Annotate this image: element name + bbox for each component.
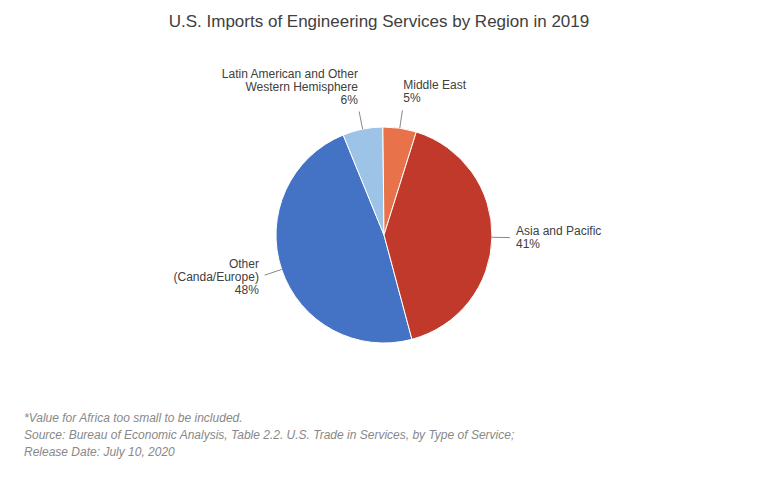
svg-text:Asia and Pacific41%: Asia and Pacific41%	[516, 224, 601, 251]
html-text:Release Date: July 10, 2020: Release Date: July 10, 2020	[24, 445, 175, 459]
svg-text:Middle East5%: Middle East5%	[403, 78, 466, 105]
svg-text:Latin American and OtherWester: Latin American and OtherWestern Hemisphe…	[222, 67, 358, 107]
html-text:*Value for Africa too small to: *Value for Africa too small to be includ…	[24, 411, 243, 425]
html-text:Source: Bureau of Economic Ana: Source: Bureau of Economic Analysis, Tab…	[24, 428, 515, 442]
svg-text:Other(Canda/Europe)48%: Other(Canda/Europe)48%	[174, 257, 260, 297]
html-text:U.S. Imports of Engineering Se: U.S. Imports of Engineering Services by …	[168, 12, 590, 31]
